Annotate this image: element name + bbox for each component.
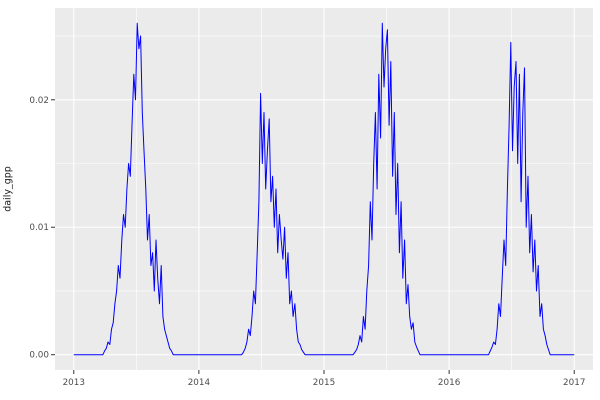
x-tick-label: 2014: [188, 378, 211, 388]
y-tick-label: 0.01: [29, 223, 49, 233]
x-tick-label: 2015: [313, 378, 335, 388]
x-tick-label: 2017: [563, 378, 585, 388]
y-axis-title: daily_gpp: [2, 166, 14, 212]
y-tick-label: 0.00: [29, 351, 49, 361]
daily-gpp-line: [73, 22, 575, 356]
x-tick-label: 2013: [63, 378, 85, 388]
y-tick-label: 0.02: [29, 96, 49, 106]
x-tick-label: 2016: [438, 378, 461, 388]
